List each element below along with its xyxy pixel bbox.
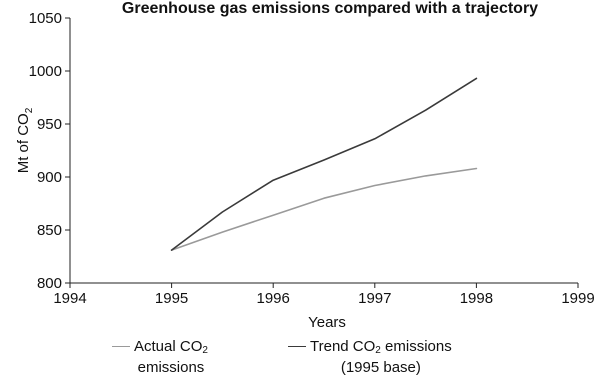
y-tick-label: 1000 — [29, 63, 62, 80]
legend: Actual CO2 emissions Trend CO2 emissions… — [112, 338, 592, 378]
y-tick-label: 1050 — [29, 10, 62, 27]
legend-swatch-trend — [288, 346, 306, 347]
x-axis-title: Years — [308, 314, 346, 331]
y-tick-label: 850 — [37, 222, 62, 239]
legend-label-trend: Trend CO2 emissions (1995 base) — [310, 338, 452, 376]
x-tick-label: 1997 — [358, 290, 391, 307]
x-tick-label: 1995 — [155, 290, 188, 307]
series-line-actual — [170, 167, 478, 251]
y-axis-title-main: Mt of CO — [15, 113, 32, 173]
x-tick-label: 1996 — [257, 290, 290, 307]
y-tick-label: 800 — [37, 275, 62, 292]
legend-swatch-actual — [112, 346, 130, 347]
axes: 800 850 900 950 1000 1050 1994 1995 1996 1997 1998… — [29, 10, 595, 307]
x-tick-label: 1998 — [460, 290, 493, 307]
x-tick-label: 1994 — [53, 290, 86, 307]
series-line-trend — [170, 77, 478, 251]
y-tick-label: 950 — [37, 116, 62, 133]
series-layer — [170, 77, 478, 251]
legend-label-actual: Actual CO2 emissions — [134, 338, 208, 376]
legend-item-trend: Trend CO2 emissions (1995 base) — [288, 338, 452, 376]
y-axis-title: Mt of CO2 — [15, 107, 35, 173]
x-tick-label: 1999 — [561, 290, 594, 307]
y-tick-label: 900 — [37, 169, 62, 186]
legend-item-actual: Actual CO2 emissions — [112, 338, 208, 376]
y-axis-title-sub: 2 — [24, 107, 35, 113]
chart-title: Greenhouse gas emissions compared with a… — [122, 0, 538, 17]
